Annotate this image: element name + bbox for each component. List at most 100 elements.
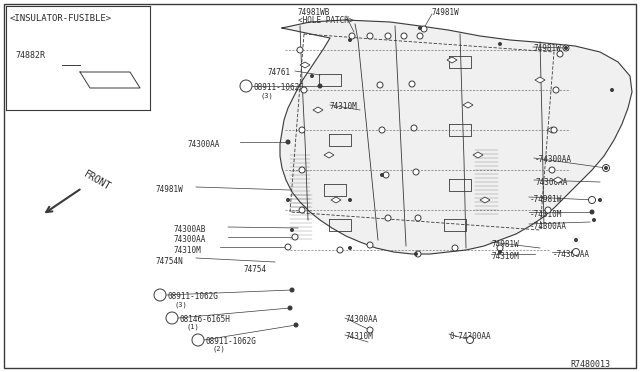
Text: 74300AA: 74300AA: [535, 178, 568, 187]
Circle shape: [418, 26, 422, 30]
Circle shape: [286, 198, 290, 202]
Circle shape: [610, 88, 614, 92]
Text: 74981W: 74981W: [432, 8, 460, 17]
Text: N: N: [198, 337, 202, 343]
Circle shape: [557, 51, 563, 57]
Circle shape: [154, 289, 166, 301]
Circle shape: [497, 245, 503, 251]
Circle shape: [467, 337, 474, 343]
Text: -74300AA: -74300AA: [530, 222, 567, 231]
Polygon shape: [300, 62, 310, 68]
Text: 08911-1062G: 08911-1062G: [206, 337, 257, 346]
Text: 74300AA: 74300AA: [174, 235, 206, 244]
Circle shape: [367, 327, 373, 333]
Circle shape: [411, 125, 417, 131]
Circle shape: [348, 198, 352, 202]
Polygon shape: [313, 107, 323, 113]
Circle shape: [310, 74, 314, 78]
Circle shape: [545, 207, 551, 213]
Circle shape: [317, 83, 323, 89]
Circle shape: [589, 196, 595, 203]
Circle shape: [415, 215, 421, 221]
Text: 74754: 74754: [244, 265, 267, 274]
Circle shape: [564, 46, 568, 50]
Circle shape: [290, 228, 294, 232]
Polygon shape: [480, 197, 490, 203]
Circle shape: [602, 164, 609, 171]
Text: N: N: [160, 292, 164, 298]
Circle shape: [292, 234, 298, 240]
Circle shape: [574, 238, 578, 242]
Polygon shape: [473, 152, 483, 158]
Circle shape: [240, 80, 252, 92]
Circle shape: [413, 169, 419, 175]
Text: R7480013: R7480013: [570, 360, 610, 369]
Circle shape: [383, 172, 389, 178]
Text: 0-74300AA: 0-74300AA: [450, 332, 492, 341]
Circle shape: [192, 334, 204, 346]
Text: 74882R: 74882R: [15, 51, 45, 60]
Text: -74300AA: -74300AA: [535, 155, 572, 164]
Text: 08146-6165H: 08146-6165H: [180, 315, 231, 324]
Circle shape: [452, 245, 458, 251]
Circle shape: [348, 38, 352, 42]
Circle shape: [598, 198, 602, 202]
Circle shape: [573, 248, 579, 256]
Text: <INSULATOR-FUSIBLE>: <INSULATOR-FUSIBLE>: [10, 14, 112, 23]
Text: 74981W: 74981W: [492, 240, 520, 249]
Text: 08911-1062G: 08911-1062G: [254, 83, 305, 92]
Text: 74981WB: 74981WB: [298, 8, 330, 17]
Polygon shape: [80, 72, 140, 88]
Circle shape: [385, 215, 391, 221]
Text: B: B: [172, 315, 176, 321]
Circle shape: [498, 250, 502, 254]
Text: 74310M: 74310M: [492, 252, 520, 261]
Polygon shape: [331, 197, 341, 203]
Text: 74754N: 74754N: [155, 257, 183, 266]
Circle shape: [299, 207, 305, 213]
Circle shape: [286, 140, 290, 144]
Circle shape: [385, 33, 391, 39]
Circle shape: [401, 33, 407, 39]
Polygon shape: [447, 57, 457, 63]
Text: 74310M: 74310M: [174, 246, 202, 255]
Circle shape: [549, 167, 555, 173]
Polygon shape: [280, 20, 632, 254]
Circle shape: [604, 166, 608, 170]
Text: 74300AB: 74300AB: [174, 225, 206, 234]
Circle shape: [421, 26, 427, 32]
Circle shape: [563, 45, 569, 51]
Circle shape: [348, 246, 352, 250]
Circle shape: [299, 127, 305, 133]
Circle shape: [166, 312, 178, 324]
Circle shape: [285, 140, 291, 144]
Circle shape: [415, 251, 421, 257]
Circle shape: [301, 87, 307, 93]
Circle shape: [287, 305, 292, 311]
Polygon shape: [553, 177, 563, 183]
Circle shape: [498, 42, 502, 46]
Circle shape: [349, 33, 355, 39]
Text: N: N: [246, 83, 250, 89]
Text: (2): (2): [212, 346, 225, 353]
Circle shape: [409, 81, 415, 87]
Circle shape: [551, 127, 557, 133]
Text: 74981W: 74981W: [155, 185, 183, 194]
Polygon shape: [535, 77, 545, 83]
Text: -74300AA: -74300AA: [553, 250, 590, 259]
Text: (3): (3): [260, 92, 273, 99]
Text: 74310M: 74310M: [330, 102, 358, 111]
Circle shape: [297, 47, 303, 53]
Circle shape: [377, 82, 383, 88]
Circle shape: [337, 247, 343, 253]
Circle shape: [379, 127, 385, 133]
Circle shape: [592, 218, 596, 222]
Circle shape: [417, 33, 423, 39]
Text: 74300AA: 74300AA: [345, 315, 378, 324]
Circle shape: [289, 288, 294, 292]
Circle shape: [294, 323, 298, 327]
Circle shape: [380, 173, 384, 177]
Polygon shape: [324, 152, 334, 158]
Circle shape: [553, 87, 559, 93]
Text: -74981W: -74981W: [530, 195, 563, 204]
